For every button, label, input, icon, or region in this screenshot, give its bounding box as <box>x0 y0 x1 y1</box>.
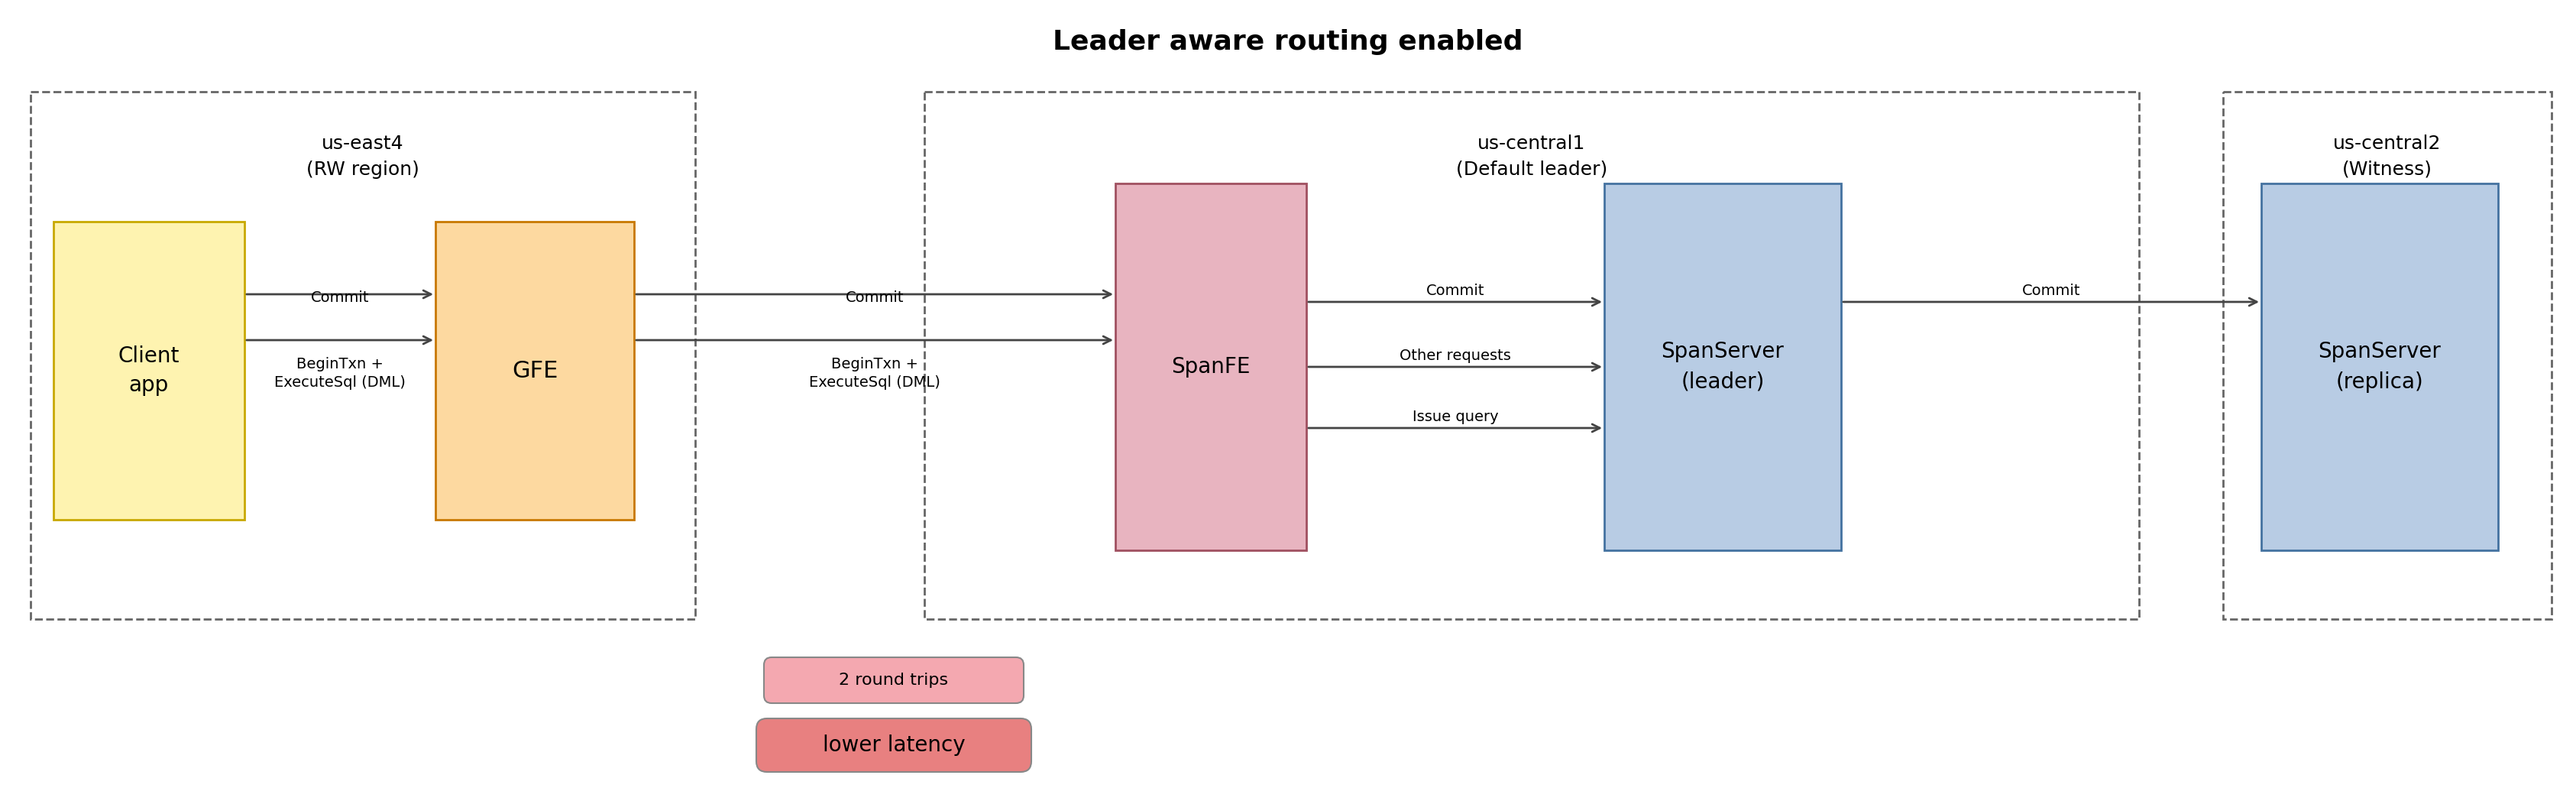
Text: Leader aware routing enabled: Leader aware routing enabled <box>1054 29 1522 55</box>
FancyBboxPatch shape <box>54 222 245 520</box>
Text: 2 round trips: 2 round trips <box>840 673 948 688</box>
FancyBboxPatch shape <box>757 718 1030 772</box>
FancyBboxPatch shape <box>1115 183 1306 550</box>
Bar <box>31 92 696 619</box>
Text: us-central2
(Witness): us-central2 (Witness) <box>2334 135 2442 179</box>
Text: BeginTxn +
ExecuteSql (DML): BeginTxn + ExecuteSql (DML) <box>809 357 940 390</box>
Bar <box>2223 92 2553 619</box>
Text: Client
app: Client app <box>118 345 180 396</box>
Text: Commit: Commit <box>312 291 368 305</box>
Text: SpanFE: SpanFE <box>1172 356 1249 377</box>
Text: us-east4
(RW region): us-east4 (RW region) <box>307 135 420 179</box>
Text: SpanServer
(leader): SpanServer (leader) <box>1662 341 1785 392</box>
Bar <box>925 92 2138 619</box>
Text: BeginTxn +
ExecuteSql (DML): BeginTxn + ExecuteSql (DML) <box>273 357 404 390</box>
Text: Other requests: Other requests <box>1399 348 1512 363</box>
Text: Commit: Commit <box>2022 284 2081 298</box>
Text: Commit: Commit <box>1427 284 1484 298</box>
Text: Issue query: Issue query <box>1412 409 1499 425</box>
Text: Commit: Commit <box>845 291 904 305</box>
FancyBboxPatch shape <box>1605 183 1842 550</box>
Text: SpanServer
(replica): SpanServer (replica) <box>2318 341 2442 392</box>
Text: lower latency: lower latency <box>822 735 966 756</box>
Text: GFE: GFE <box>513 360 559 382</box>
Text: us-central1
(Default leader): us-central1 (Default leader) <box>1455 135 1607 179</box>
FancyBboxPatch shape <box>2262 183 2499 550</box>
FancyBboxPatch shape <box>765 658 1023 703</box>
FancyBboxPatch shape <box>435 222 634 520</box>
